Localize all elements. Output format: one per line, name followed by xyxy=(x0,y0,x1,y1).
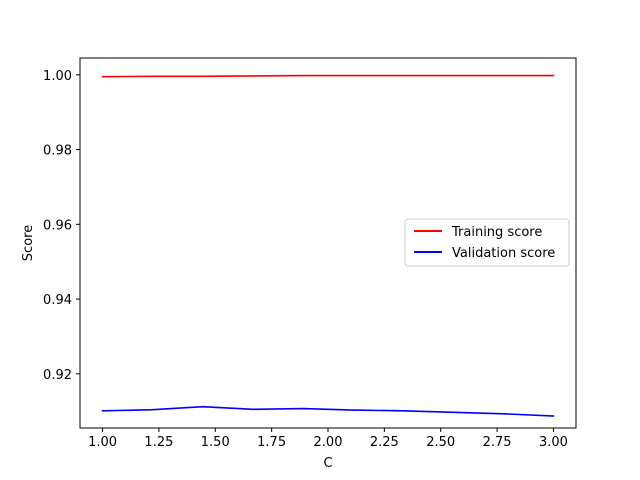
y-tick-label: 0.92 xyxy=(43,368,72,383)
validation-score-line xyxy=(101,405,555,417)
x-tick-label: 1.50 xyxy=(201,435,230,450)
x-tick-label: 3.00 xyxy=(539,435,568,450)
legend-label-validation: Validation score xyxy=(452,246,555,261)
y-tick-label: 0.98 xyxy=(43,144,72,159)
y-axis-ticks: 0.92 0.94 0.96 0.98 1.00 xyxy=(43,69,80,383)
x-tick-label: 2.50 xyxy=(426,435,455,450)
x-tick-label: 1.25 xyxy=(144,435,173,450)
x-tick-label: 2.75 xyxy=(483,435,512,450)
x-axis-ticks: 1.00 1.25 1.50 1.75 2.00 2.25 2.50 2.75 3.00 xyxy=(88,428,568,450)
legend: Training score Validation score xyxy=(404,218,570,267)
y-axis-label: Score xyxy=(21,225,36,261)
legend-box xyxy=(404,218,570,267)
series-layer xyxy=(101,74,555,417)
x-axis-label: C xyxy=(323,456,332,471)
y-tick-label: 0.96 xyxy=(43,218,72,233)
x-tick-label: 1.75 xyxy=(257,435,286,450)
x-tick-label: 1.00 xyxy=(88,435,117,450)
y-tick-label: 0.94 xyxy=(43,293,72,308)
y-tick-label: 1.00 xyxy=(43,69,72,84)
legend-label-training: Training score xyxy=(451,225,542,240)
x-tick-label: 2.00 xyxy=(314,435,343,450)
x-tick-label: 2.25 xyxy=(370,435,399,450)
training-score-line xyxy=(101,74,555,78)
